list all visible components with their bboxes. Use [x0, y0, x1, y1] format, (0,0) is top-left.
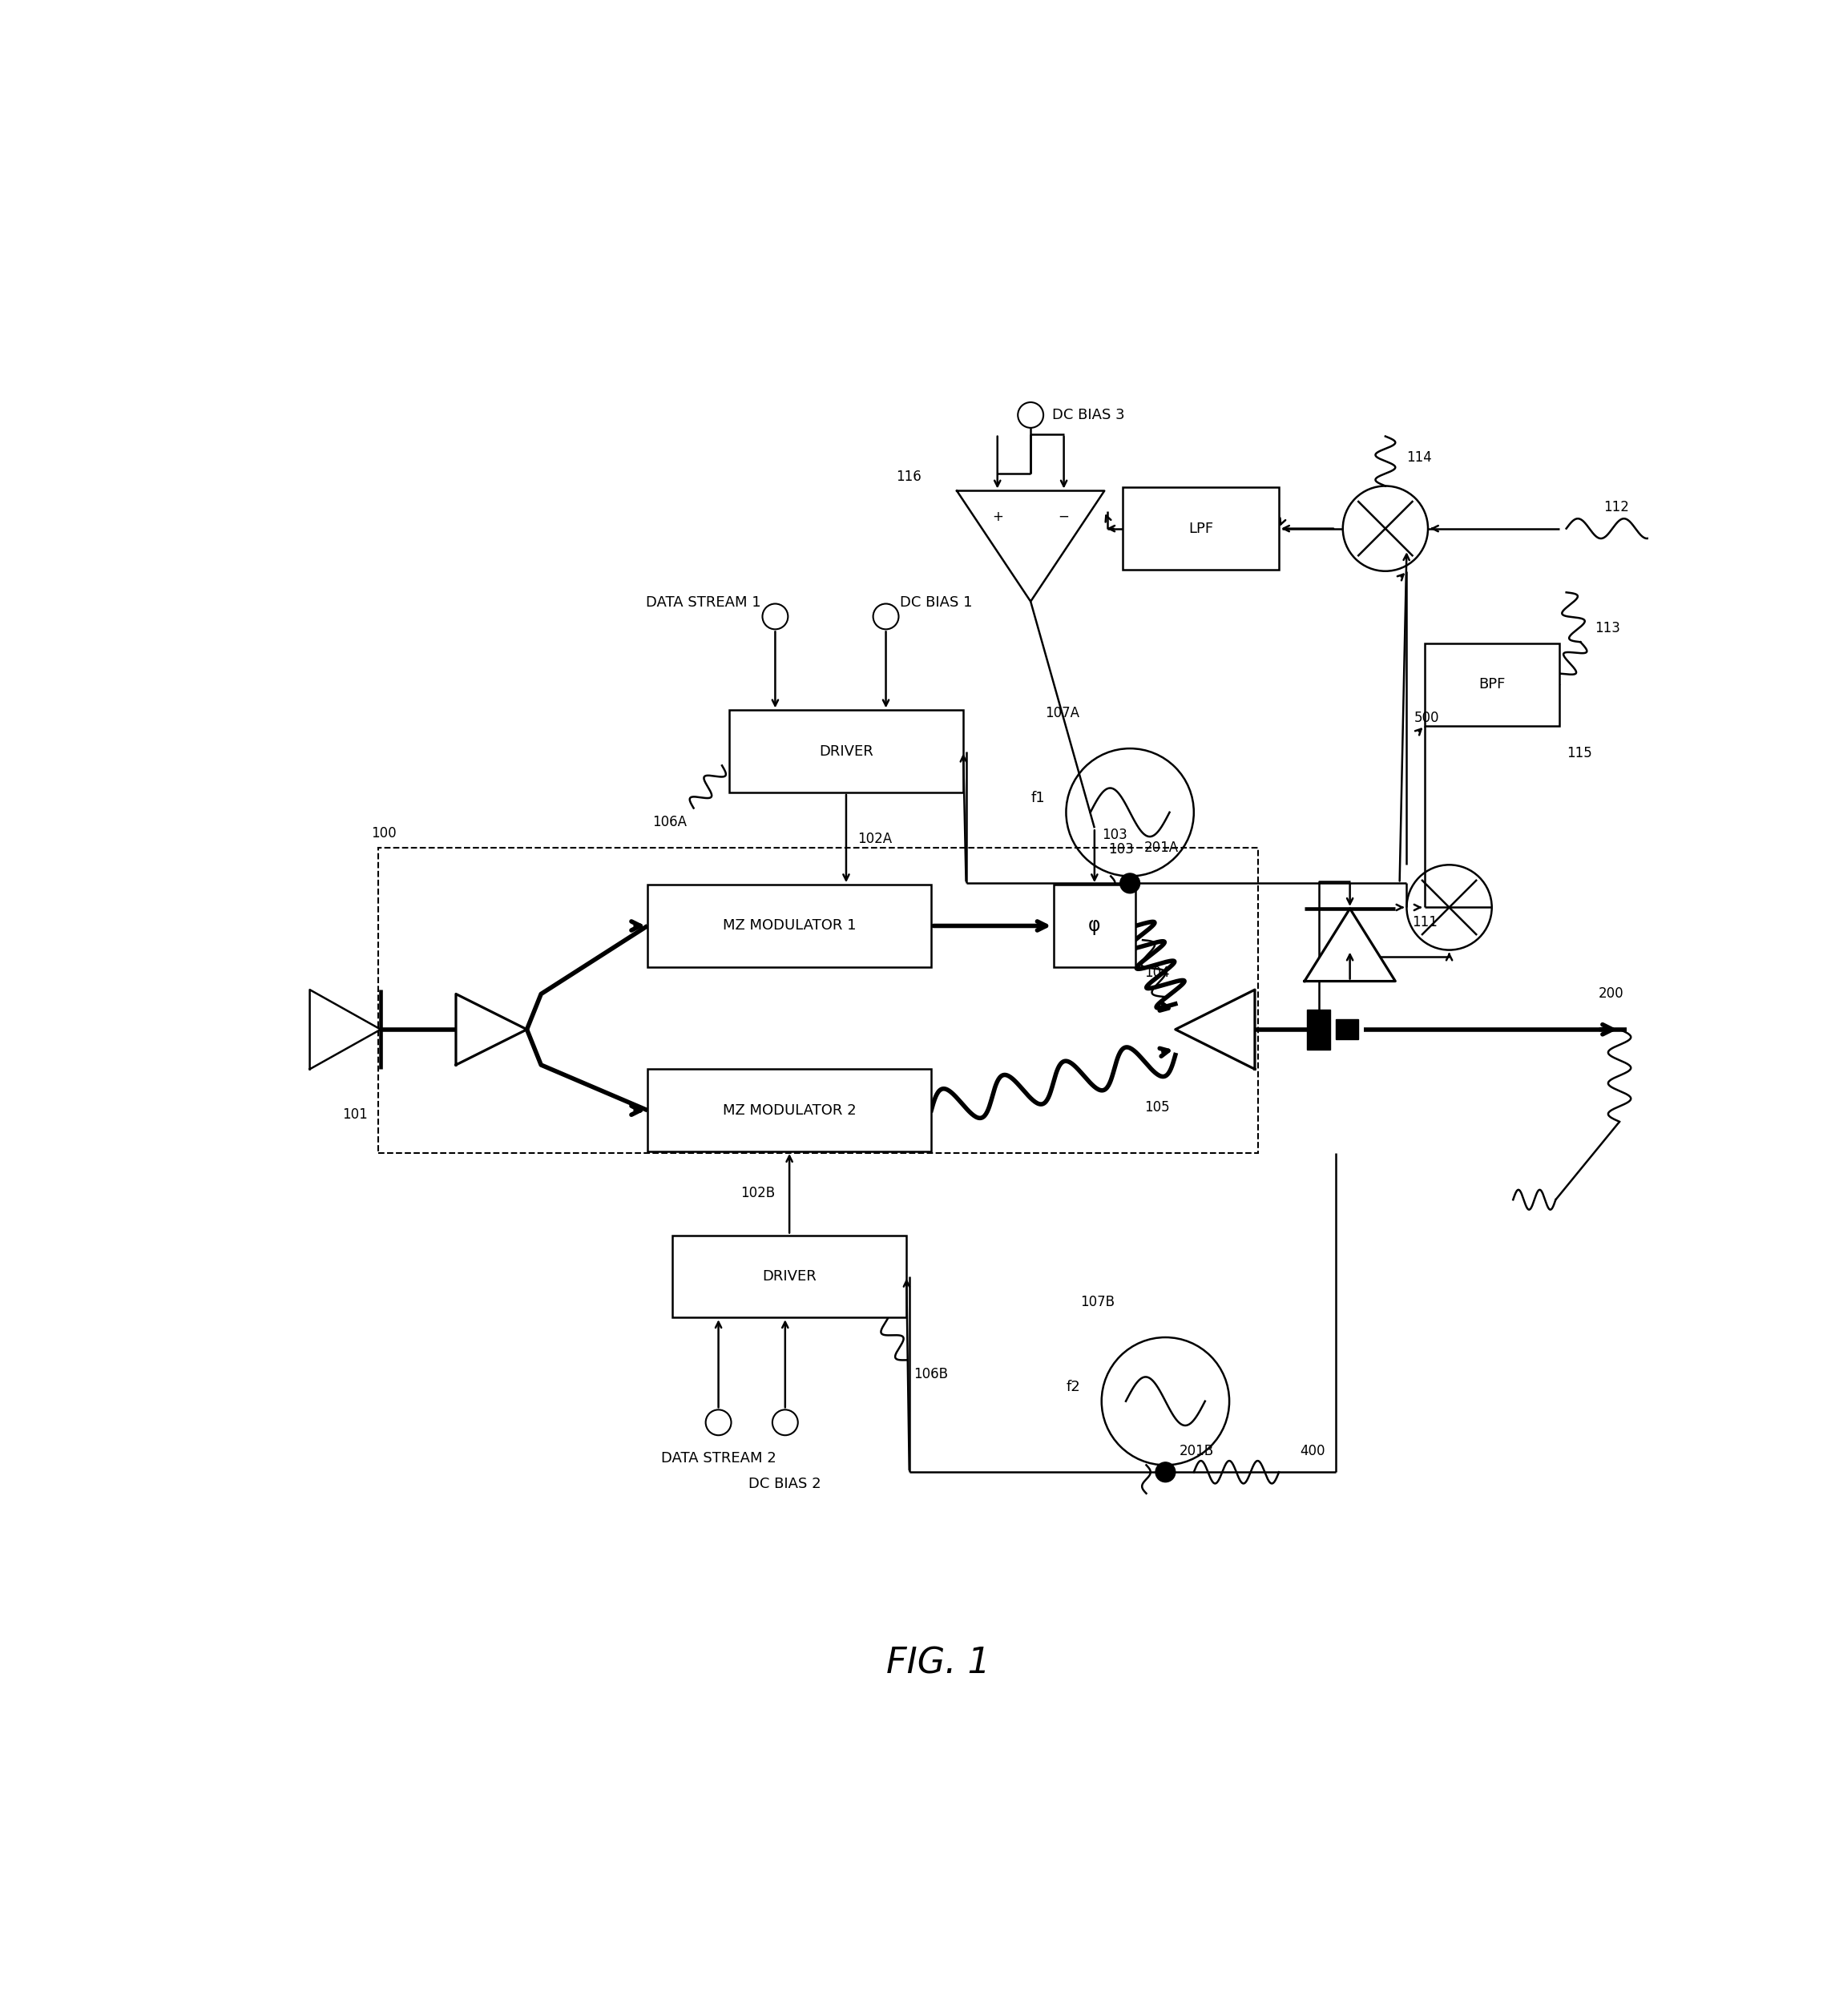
Text: f2: f2 — [1066, 1379, 1080, 1395]
Text: 201A: 201A — [1144, 841, 1179, 855]
Text: 100: 100 — [370, 827, 395, 841]
Text: 400: 400 — [1300, 1443, 1326, 1458]
Text: 102A: 102A — [857, 831, 892, 847]
Text: 114: 114 — [1406, 450, 1432, 466]
Text: 115: 115 — [1566, 746, 1591, 760]
Text: 105: 105 — [1144, 1101, 1170, 1115]
FancyBboxPatch shape — [648, 885, 932, 968]
FancyBboxPatch shape — [1307, 1010, 1329, 1048]
Text: 106A: 106A — [652, 814, 687, 831]
Text: 112: 112 — [1604, 500, 1630, 514]
Text: 113: 113 — [1595, 621, 1620, 635]
Text: DC BIAS 1: DC BIAS 1 — [901, 595, 972, 609]
Text: 107B: 107B — [1080, 1294, 1115, 1308]
Text: 200: 200 — [1598, 986, 1624, 1002]
FancyBboxPatch shape — [1337, 1020, 1359, 1040]
FancyBboxPatch shape — [1425, 643, 1560, 726]
Text: 201B: 201B — [1179, 1443, 1214, 1458]
FancyBboxPatch shape — [1053, 885, 1135, 968]
Text: LPF: LPF — [1188, 522, 1214, 536]
Text: 500: 500 — [1414, 712, 1439, 726]
Text: MZ MODULATOR 1: MZ MODULATOR 1 — [723, 919, 857, 933]
Polygon shape — [309, 990, 381, 1068]
FancyBboxPatch shape — [672, 1236, 906, 1318]
Text: 107A: 107A — [1046, 706, 1078, 720]
Text: 101: 101 — [342, 1107, 368, 1121]
Polygon shape — [456, 994, 527, 1064]
Text: 106B: 106B — [914, 1367, 948, 1381]
Text: φ: φ — [1088, 915, 1100, 935]
Text: +: + — [992, 510, 1003, 524]
Polygon shape — [1176, 990, 1254, 1068]
Text: 103: 103 — [1102, 829, 1128, 843]
Text: DRIVER: DRIVER — [818, 744, 873, 758]
Text: −: − — [1058, 510, 1069, 524]
Text: DATA STREAM 1: DATA STREAM 1 — [646, 595, 762, 609]
Text: MZ MODULATOR 2: MZ MODULATOR 2 — [723, 1103, 857, 1117]
Polygon shape — [958, 490, 1104, 601]
Text: f1: f1 — [1031, 790, 1046, 804]
Text: 104: 104 — [1144, 966, 1170, 980]
Text: 103: 103 — [1108, 843, 1133, 857]
Text: BPF: BPF — [1478, 677, 1505, 691]
Polygon shape — [1304, 909, 1395, 982]
Text: 102B: 102B — [742, 1185, 775, 1202]
Text: 111: 111 — [1412, 915, 1437, 929]
Text: DC BIAS 2: DC BIAS 2 — [749, 1476, 822, 1490]
Text: DC BIAS 3: DC BIAS 3 — [1051, 407, 1124, 421]
Text: FIG. 1: FIG. 1 — [886, 1647, 991, 1681]
FancyBboxPatch shape — [648, 1068, 932, 1151]
Text: 116: 116 — [895, 470, 921, 484]
Text: DRIVER: DRIVER — [762, 1270, 817, 1284]
FancyBboxPatch shape — [1122, 488, 1278, 571]
Text: DATA STREAM 2: DATA STREAM 2 — [661, 1452, 776, 1466]
FancyBboxPatch shape — [729, 710, 963, 792]
Circle shape — [1155, 1462, 1176, 1482]
Circle shape — [1121, 873, 1141, 893]
